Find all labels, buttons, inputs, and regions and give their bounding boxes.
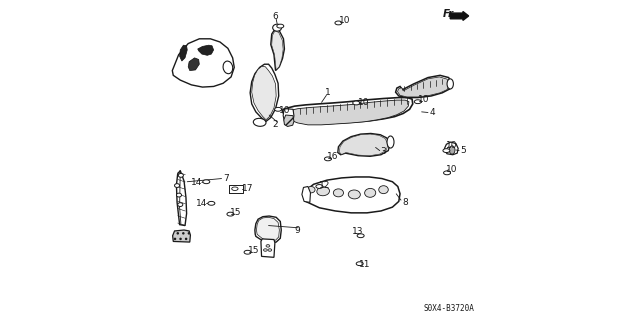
Ellipse shape: [177, 193, 182, 197]
Text: 5: 5: [461, 146, 467, 155]
Polygon shape: [198, 45, 214, 55]
Ellipse shape: [348, 190, 360, 199]
Polygon shape: [445, 142, 458, 155]
Ellipse shape: [227, 212, 234, 216]
Text: 4: 4: [430, 108, 436, 117]
Polygon shape: [172, 39, 234, 87]
Text: 10: 10: [358, 98, 369, 107]
Ellipse shape: [447, 79, 453, 89]
Text: 6: 6: [272, 12, 278, 21]
Polygon shape: [272, 31, 283, 70]
Polygon shape: [257, 217, 279, 241]
Ellipse shape: [179, 174, 184, 177]
Ellipse shape: [443, 149, 450, 152]
Polygon shape: [250, 64, 278, 122]
Text: Fr.: Fr.: [444, 9, 457, 19]
Polygon shape: [282, 98, 413, 124]
Polygon shape: [255, 216, 281, 243]
Text: 15: 15: [230, 208, 241, 217]
Text: 9: 9: [294, 226, 300, 234]
Ellipse shape: [178, 203, 183, 206]
Text: 16: 16: [327, 152, 339, 161]
Text: 10: 10: [446, 165, 458, 174]
Ellipse shape: [324, 157, 332, 161]
Ellipse shape: [335, 21, 342, 25]
Ellipse shape: [244, 250, 251, 254]
Ellipse shape: [275, 108, 282, 111]
Ellipse shape: [232, 187, 238, 190]
Polygon shape: [396, 75, 452, 98]
Polygon shape: [302, 187, 310, 202]
Text: 7: 7: [223, 174, 229, 183]
Ellipse shape: [317, 187, 330, 196]
Ellipse shape: [277, 24, 284, 28]
Ellipse shape: [333, 189, 344, 197]
Polygon shape: [283, 109, 294, 123]
Text: 2: 2: [273, 120, 278, 129]
Ellipse shape: [175, 184, 180, 188]
Text: 17: 17: [242, 184, 253, 193]
Polygon shape: [177, 171, 187, 226]
Text: 8: 8: [403, 198, 408, 207]
Ellipse shape: [316, 185, 323, 189]
Ellipse shape: [264, 249, 268, 251]
Ellipse shape: [203, 180, 210, 184]
Polygon shape: [303, 177, 400, 213]
Polygon shape: [252, 66, 276, 120]
Text: 10: 10: [417, 95, 429, 104]
Ellipse shape: [414, 100, 421, 104]
Ellipse shape: [208, 201, 215, 205]
FancyArrow shape: [450, 11, 468, 20]
Polygon shape: [261, 239, 275, 257]
Polygon shape: [285, 100, 409, 125]
Ellipse shape: [273, 24, 282, 31]
Polygon shape: [397, 77, 449, 97]
Polygon shape: [271, 29, 284, 70]
Ellipse shape: [356, 262, 363, 266]
Polygon shape: [188, 58, 199, 70]
Polygon shape: [284, 115, 294, 126]
Text: 10: 10: [339, 16, 351, 25]
Text: 13: 13: [353, 227, 364, 236]
Polygon shape: [338, 133, 390, 156]
Ellipse shape: [353, 101, 360, 105]
Ellipse shape: [444, 171, 451, 175]
Ellipse shape: [387, 136, 394, 148]
Polygon shape: [173, 230, 191, 242]
Text: 15: 15: [248, 247, 259, 256]
Text: 11: 11: [359, 260, 371, 270]
Ellipse shape: [365, 189, 376, 197]
Ellipse shape: [223, 61, 233, 74]
Ellipse shape: [266, 245, 270, 247]
Text: S0X4-B3720A: S0X4-B3720A: [423, 304, 474, 313]
Ellipse shape: [253, 118, 266, 126]
Ellipse shape: [449, 146, 455, 154]
Text: 10: 10: [446, 141, 458, 150]
Text: 14: 14: [196, 199, 207, 208]
Polygon shape: [180, 45, 188, 61]
Ellipse shape: [307, 187, 315, 193]
Text: 10: 10: [279, 106, 291, 115]
Text: 1: 1: [325, 88, 331, 97]
Ellipse shape: [268, 249, 272, 251]
Text: 3: 3: [380, 147, 386, 156]
Text: 12: 12: [319, 181, 330, 190]
Ellipse shape: [379, 186, 388, 194]
Text: 14: 14: [191, 178, 202, 187]
Ellipse shape: [357, 234, 364, 238]
Polygon shape: [339, 134, 388, 156]
